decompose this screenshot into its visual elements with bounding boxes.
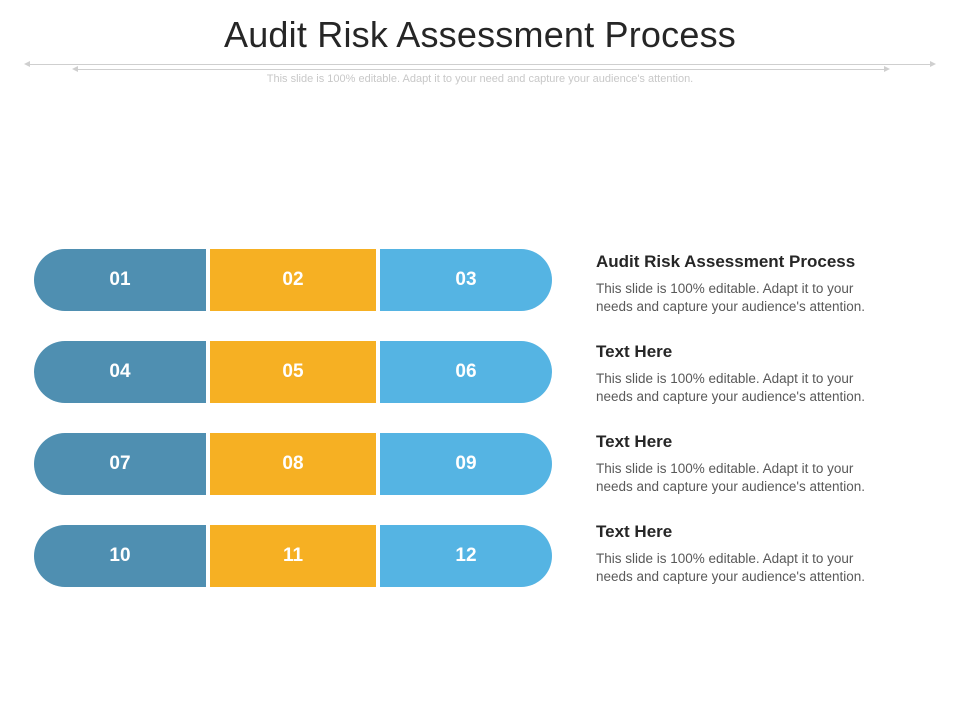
step-cell: 06 [380, 341, 552, 403]
item-text-line: needs and capture your audience's attent… [596, 479, 866, 494]
item-text: This slide is 100% editable. Adapt it to… [596, 280, 926, 316]
slide-title: Audit Risk Assessment Process [224, 14, 736, 55]
item-title: Text Here [596, 432, 673, 451]
pill-row-3: 07 08 09 [34, 433, 552, 495]
step-cell: 12 [380, 525, 552, 587]
description-item-3: Text Here This slide is 100% editable. A… [596, 432, 926, 496]
item-text-line: This slide is 100% editable. Adapt it to… [596, 281, 854, 296]
step-cell: 05 [210, 341, 376, 403]
item-text-line: This slide is 100% editable. Adapt it to… [596, 551, 854, 566]
pill-row-1: 01 02 03 [34, 249, 552, 311]
inner-left-arrow-icon [72, 66, 78, 72]
item-text-line: needs and capture your audience's attent… [596, 569, 866, 584]
item-text: This slide is 100% editable. Adapt it to… [596, 370, 926, 406]
step-cell: 01 [34, 249, 206, 311]
item-title: Audit Risk Assessment Process [596, 252, 856, 271]
outer-divider-line [30, 64, 930, 65]
item-text: This slide is 100% editable. Adapt it to… [596, 460, 926, 496]
step-cell: 03 [380, 249, 552, 311]
item-text-line: This slide is 100% editable. Adapt it to… [596, 461, 854, 476]
item-text-line: This slide is 100% editable. Adapt it to… [596, 371, 854, 386]
step-cell: 09 [380, 433, 552, 495]
outer-left-arrow-icon [24, 61, 30, 67]
step-cell: 08 [210, 433, 376, 495]
step-cell: 11 [210, 525, 376, 587]
description-item-2: Text Here This slide is 100% editable. A… [596, 342, 926, 406]
inner-divider-line [78, 69, 884, 70]
step-cell: 10 [34, 525, 206, 587]
description-item-4: Text Here This slide is 100% editable. A… [596, 522, 926, 586]
item-title: Text Here [596, 522, 673, 541]
slide-subtitle: This slide is 100% editable. Adapt it to… [266, 73, 694, 85]
item-text-line: needs and capture your audience's attent… [596, 389, 866, 404]
step-cell: 02 [210, 249, 376, 311]
item-title: Text Here [596, 342, 673, 361]
inner-right-arrow-icon [884, 66, 890, 72]
item-text-line: needs and capture your audience's attent… [596, 299, 866, 314]
step-cell: 04 [34, 341, 206, 403]
item-text: This slide is 100% editable. Adapt it to… [596, 550, 926, 586]
step-cell: 07 [34, 433, 206, 495]
pill-row-4: 10 11 12 [34, 525, 552, 587]
outer-right-arrow-icon [930, 61, 936, 67]
description-item-1: Audit Risk Assessment Process This slide… [596, 252, 926, 316]
pill-row-2: 04 05 06 [34, 341, 552, 403]
